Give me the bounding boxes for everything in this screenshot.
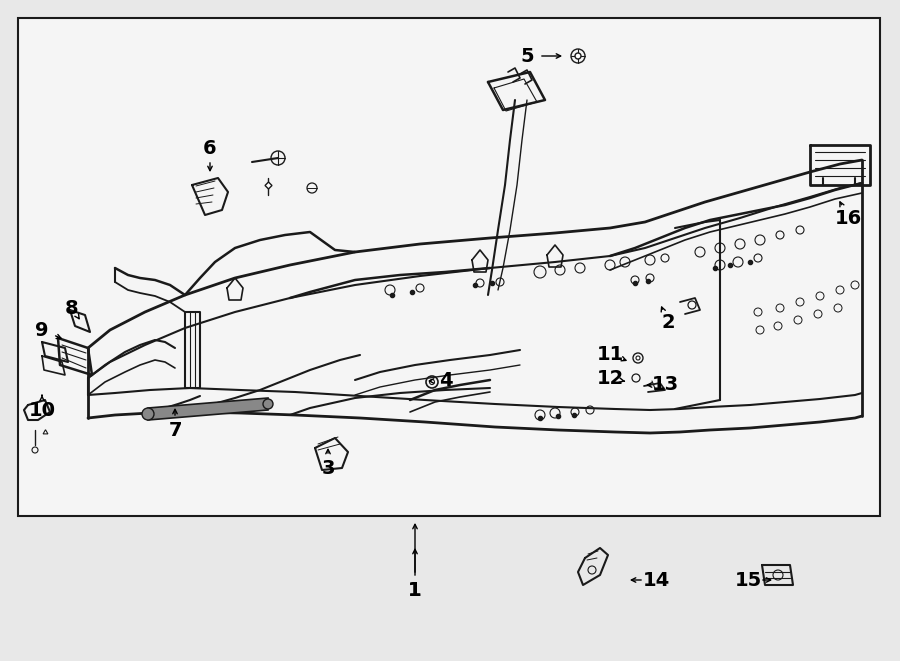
Text: 8: 8: [65, 299, 79, 317]
Circle shape: [636, 356, 640, 360]
Text: 6: 6: [203, 139, 217, 157]
Text: 15: 15: [734, 570, 761, 590]
Circle shape: [142, 408, 154, 420]
Circle shape: [575, 53, 581, 59]
Text: 10: 10: [29, 401, 56, 420]
Circle shape: [429, 379, 435, 385]
Text: 11: 11: [597, 344, 624, 364]
Text: 2: 2: [662, 313, 675, 332]
Text: 12: 12: [597, 368, 624, 387]
FancyBboxPatch shape: [18, 18, 880, 516]
Text: 1: 1: [409, 580, 422, 600]
Text: 3: 3: [321, 459, 335, 477]
Text: 7: 7: [168, 420, 182, 440]
Text: 16: 16: [834, 208, 861, 227]
Circle shape: [263, 399, 273, 409]
Text: 13: 13: [652, 375, 679, 395]
Polygon shape: [148, 398, 268, 420]
Text: 4: 4: [439, 371, 453, 391]
Text: 5: 5: [520, 46, 534, 65]
Text: 9: 9: [35, 321, 49, 340]
Text: 14: 14: [643, 570, 670, 590]
Text: 1: 1: [409, 580, 422, 600]
